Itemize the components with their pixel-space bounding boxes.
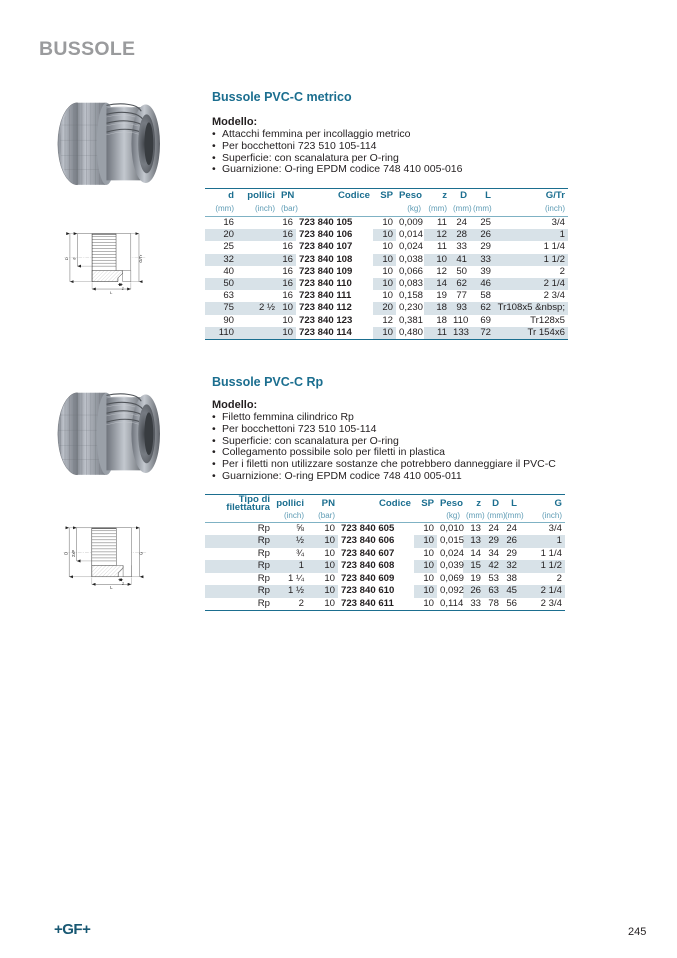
svg-text:L: L (110, 585, 113, 590)
svg-text:d: d (71, 258, 76, 260)
svg-text:Z: Z (122, 582, 124, 586)
svg-text:L: L (110, 290, 113, 295)
svg-text:D: D (64, 257, 69, 260)
svg-text:G: G (139, 552, 144, 555)
svg-text:Z: Z (122, 287, 124, 291)
svg-text:G/Tr: G/Tr (138, 254, 143, 263)
svg-text:D: D (63, 552, 68, 555)
svg-text:2xP: 2xP (71, 550, 76, 557)
